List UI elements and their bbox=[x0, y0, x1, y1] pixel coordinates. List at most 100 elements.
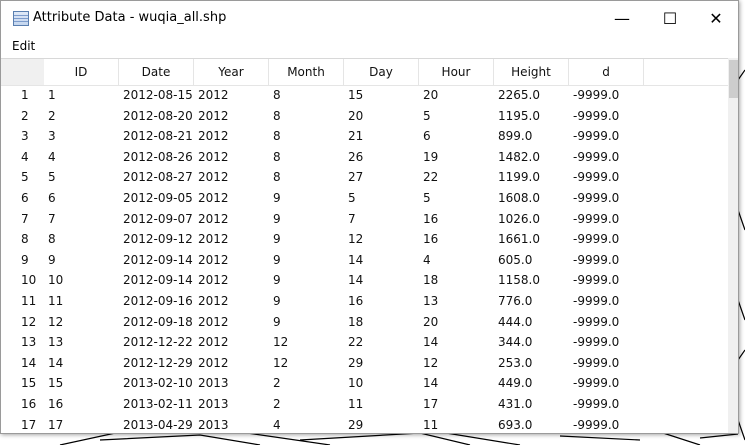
cell-month[interactable]: 8 bbox=[273, 149, 281, 164]
cell-id[interactable]: 3 bbox=[48, 129, 56, 144]
cell-hour[interactable]: 16 bbox=[423, 232, 439, 247]
cell-year[interactable]: 2012 bbox=[198, 129, 229, 144]
cell-hour[interactable]: 14 bbox=[423, 376, 439, 391]
cell-day[interactable]: 14 bbox=[348, 252, 364, 267]
cell-d[interactable]: -9999.0 bbox=[573, 335, 620, 350]
column-header-hour[interactable]: Hour bbox=[419, 59, 494, 85]
cell-id[interactable]: 8 bbox=[48, 232, 56, 247]
cell-height[interactable]: 1158.0 bbox=[498, 273, 540, 288]
cell-id[interactable]: 14 bbox=[48, 355, 64, 370]
cell-year[interactable]: 2012 bbox=[198, 273, 229, 288]
cell-height[interactable]: 2265.0 bbox=[498, 88, 540, 102]
cell-month[interactable]: 9 bbox=[273, 191, 281, 205]
cell-d[interactable]: -9999.0 bbox=[573, 314, 620, 329]
cell-id[interactable]: 6 bbox=[48, 191, 56, 205]
cell-hour[interactable]: 12 bbox=[423, 355, 439, 370]
cell-date[interactable]: 2012-12-29 bbox=[123, 355, 193, 370]
cell-month[interactable]: 2 bbox=[273, 376, 281, 391]
cell-year[interactable]: 2012 bbox=[198, 335, 229, 350]
cell-height[interactable]: 605.0 bbox=[498, 252, 533, 267]
cell-month[interactable]: 4 bbox=[273, 417, 281, 432]
row-number[interactable]: 3 bbox=[21, 129, 29, 144]
cell-year[interactable]: 2012 bbox=[198, 294, 229, 308]
scrollbar-thumb[interactable] bbox=[729, 60, 738, 98]
cell-d[interactable]: -9999.0 bbox=[573, 191, 620, 205]
cell-d[interactable]: -9999.0 bbox=[573, 170, 620, 185]
row-number[interactable]: 7 bbox=[21, 211, 29, 226]
cell-year[interactable]: 2012 bbox=[198, 211, 229, 226]
cell-d[interactable]: -9999.0 bbox=[573, 252, 620, 267]
cell-date[interactable]: 2012-09-18 bbox=[123, 314, 193, 329]
table-row[interactable]: 1 1 2012-08-15 2012 8 15 20 2265.0 -9999.0 bbox=[1, 85, 728, 106]
cell-height[interactable]: 344.0 bbox=[498, 335, 533, 350]
cell-month[interactable]: 9 bbox=[273, 273, 281, 288]
cell-day[interactable]: 18 bbox=[348, 314, 364, 329]
cell-day[interactable]: 15 bbox=[348, 88, 364, 102]
cell-month[interactable]: 8 bbox=[273, 170, 281, 185]
cell-height[interactable]: 1608.0 bbox=[498, 191, 540, 205]
row-number[interactable]: 12 bbox=[21, 314, 37, 329]
table-row[interactable]: 12 12 2012-09-18 2012 9 18 20 444.0 -9999.0 bbox=[1, 312, 728, 333]
row-number[interactable]: 17 bbox=[21, 417, 37, 432]
cell-year[interactable]: 2013 bbox=[198, 417, 229, 432]
cell-height[interactable]: 1199.0 bbox=[498, 170, 540, 185]
cell-year[interactable]: 2012 bbox=[198, 232, 229, 247]
table-row[interactable]: 8 8 2012-09-12 2012 9 12 16 1661.0 -9999.0 bbox=[1, 229, 728, 250]
cell-month[interactable]: 9 bbox=[273, 211, 281, 226]
cell-date[interactable]: 2012-08-20 bbox=[123, 108, 193, 123]
row-number[interactable]: 5 bbox=[21, 170, 29, 185]
cell-height[interactable]: 449.0 bbox=[498, 376, 533, 391]
row-number[interactable]: 2 bbox=[21, 108, 29, 123]
cell-id[interactable]: 13 bbox=[48, 335, 64, 350]
cell-date[interactable]: 2012-08-15 bbox=[123, 88, 193, 102]
cell-d[interactable]: -9999.0 bbox=[573, 108, 620, 123]
cell-date[interactable]: 2012-08-26 bbox=[123, 149, 193, 164]
cell-date[interactable]: 2012-09-14 bbox=[123, 273, 193, 288]
cell-d[interactable]: -9999.0 bbox=[573, 273, 620, 288]
cell-day[interactable]: 14 bbox=[348, 273, 364, 288]
cell-date[interactable]: 2012-12-22 bbox=[123, 335, 193, 350]
cell-d[interactable]: -9999.0 bbox=[573, 129, 620, 144]
cell-d[interactable]: -9999.0 bbox=[573, 88, 620, 102]
cell-year[interactable]: 2012 bbox=[198, 252, 229, 267]
row-number[interactable]: 16 bbox=[21, 397, 37, 411]
table-row[interactable]: 6 6 2012-09-05 2012 9 5 5 1608.0 -9999.0 bbox=[1, 188, 728, 209]
cell-id[interactable]: 10 bbox=[48, 273, 64, 288]
cell-hour[interactable]: 6 bbox=[423, 129, 431, 144]
cell-d[interactable]: -9999.0 bbox=[573, 397, 620, 411]
cell-hour[interactable]: 13 bbox=[423, 294, 439, 308]
cell-hour[interactable]: 11 bbox=[423, 417, 439, 432]
cell-hour[interactable]: 20 bbox=[423, 88, 439, 102]
cell-height[interactable]: 1482.0 bbox=[498, 149, 540, 164]
cell-date[interactable]: 2012-09-05 bbox=[123, 191, 193, 205]
cell-year[interactable]: 2012 bbox=[198, 88, 229, 102]
cell-day[interactable]: 26 bbox=[348, 149, 364, 164]
table-row[interactable]: 5 5 2012-08-27 2012 8 27 22 1199.0 -9999.0 bbox=[1, 167, 728, 188]
cell-height[interactable]: 444.0 bbox=[498, 314, 533, 329]
table-row[interactable]: 13 13 2012-12-22 2012 12 22 14 344.0 -9999.0 bbox=[1, 332, 728, 353]
cell-day[interactable]: 7 bbox=[348, 211, 356, 226]
table-row[interactable]: 17 17 2013-04-29 2013 4 29 11 693.0 -9999.0 bbox=[1, 415, 728, 433]
cell-hour[interactable]: 5 bbox=[423, 191, 431, 205]
row-number[interactable]: 8 bbox=[21, 232, 29, 247]
cell-hour[interactable]: 20 bbox=[423, 314, 439, 329]
cell-date[interactable]: 2012-09-16 bbox=[123, 294, 193, 308]
close-button[interactable]: ✕ bbox=[693, 1, 738, 36]
cell-hour[interactable]: 17 bbox=[423, 397, 439, 411]
cell-month[interactable]: 9 bbox=[273, 294, 281, 308]
cell-day[interactable]: 12 bbox=[348, 232, 364, 247]
cell-id[interactable]: 2 bbox=[48, 108, 56, 123]
row-number[interactable]: 4 bbox=[21, 149, 29, 164]
column-header-day[interactable]: Day bbox=[344, 59, 419, 85]
column-header-height[interactable]: Height bbox=[494, 59, 569, 85]
table-row[interactable]: 2 2 2012-08-20 2012 8 20 5 1195.0 -9999.0 bbox=[1, 106, 728, 127]
cell-month[interactable]: 8 bbox=[273, 129, 281, 144]
cell-year[interactable]: 2012 bbox=[198, 355, 229, 370]
cell-day[interactable]: 10 bbox=[348, 376, 364, 391]
cell-id[interactable]: 12 bbox=[48, 314, 64, 329]
cell-date[interactable]: 2012-09-12 bbox=[123, 232, 193, 247]
row-number[interactable]: 11 bbox=[21, 294, 37, 308]
cell-year[interactable]: 2012 bbox=[198, 314, 229, 329]
cell-hour[interactable]: 5 bbox=[423, 108, 431, 123]
row-number[interactable]: 9 bbox=[21, 252, 29, 267]
